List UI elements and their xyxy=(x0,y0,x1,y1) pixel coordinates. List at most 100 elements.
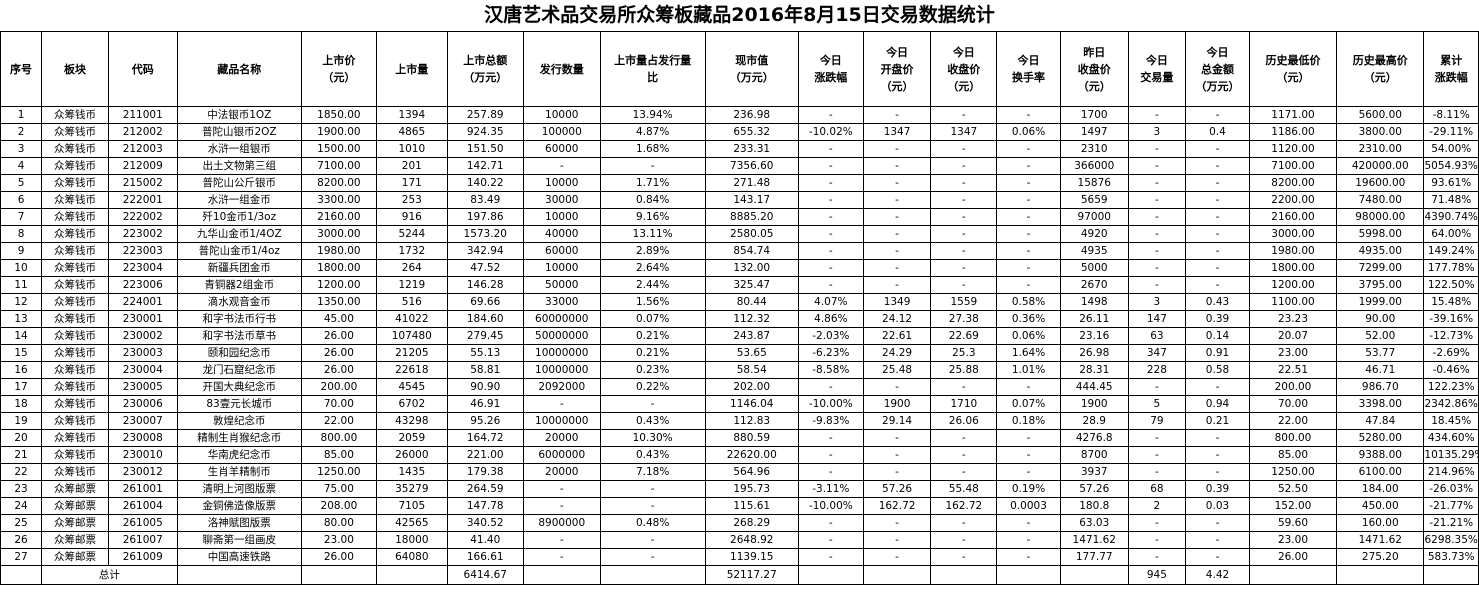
table-cell: - xyxy=(930,531,998,549)
table-cell: 26.00 xyxy=(300,548,377,566)
table-cell: 261007 xyxy=(107,531,178,549)
table-cell: - xyxy=(1127,140,1187,158)
table-cell: 22.69 xyxy=(930,327,998,345)
column-header: 今日 涨跌幅 xyxy=(797,31,864,107)
table-cell: -8.11% xyxy=(1423,106,1479,124)
table-cell: - xyxy=(930,463,998,481)
table-cell: 4865 xyxy=(375,123,448,141)
table-cell: - xyxy=(930,548,998,566)
table-cell: 龙门石窟纪念币 xyxy=(176,361,302,379)
table-cell: 83.49 xyxy=(446,191,524,209)
table-cell: 18000 xyxy=(375,531,448,549)
table-cell: - xyxy=(996,208,1061,226)
table-cell: 众筹钱币 xyxy=(41,242,109,260)
table-cell: 1900.00 xyxy=(300,123,377,141)
table-cell: - xyxy=(1185,276,1250,294)
table-cell: 2.89% xyxy=(599,242,706,260)
table-cell: 224001 xyxy=(107,293,178,311)
table-cell: 264 xyxy=(375,259,448,277)
table-cell: 4545 xyxy=(375,378,448,396)
table-cell: - xyxy=(930,242,998,260)
table-cell: 2342.86% xyxy=(1423,395,1479,413)
table-cell: 众筹钱币 xyxy=(41,174,109,192)
table-cell: 164.72 xyxy=(446,429,524,447)
table-cell: 21205 xyxy=(375,344,448,362)
table-cell: -3.11% xyxy=(797,480,864,498)
table-cell: 3937 xyxy=(1059,463,1129,481)
table-cell: 47.84 xyxy=(1336,412,1425,430)
column-header-line: 涨跌幅 xyxy=(814,71,848,84)
column-header-line: 交易量 xyxy=(1140,71,1174,84)
table-cell: - xyxy=(797,548,864,566)
table-cell: 93.61% xyxy=(1423,174,1479,192)
table-cell: 18 xyxy=(0,395,43,413)
table-cell: - xyxy=(1127,276,1187,294)
table-cell: 200.00 xyxy=(1248,378,1338,396)
column-header-line: （万元） xyxy=(1195,79,1240,93)
table-row: 12 众筹钱币 224001 滴水观音金币 1350.00 516 69.66 33000 1.… xyxy=(0,293,1479,311)
table-cell: - xyxy=(1127,208,1187,226)
table-cell: 1980.00 xyxy=(300,242,377,260)
table-cell: 7100.00 xyxy=(1248,157,1338,175)
table-cell: 223004 xyxy=(107,259,178,277)
table-cell: 13 xyxy=(0,310,43,328)
table-cell: - xyxy=(1185,208,1250,226)
table-cell: 1394 xyxy=(375,106,448,124)
table-cell: 0.18% xyxy=(996,412,1061,430)
table-cell: 90.00 xyxy=(1336,310,1425,328)
table-cell: 众筹钱币 xyxy=(41,429,109,447)
table-cell: 3800.00 xyxy=(1336,123,1425,141)
table-cell: 5998.00 xyxy=(1336,225,1425,243)
table-cell: 211001 xyxy=(107,106,178,124)
table-row: 4 众筹钱币 212009 出土文物第三组 7100.00 201 142.71- -7356… xyxy=(0,157,1479,175)
table-cell: 10000 xyxy=(522,208,601,226)
table-cell: - xyxy=(862,276,932,294)
table-row: 16 众筹钱币 230004 龙门石窟纪念币 26.00 22618 58.81 100000… xyxy=(0,361,1479,379)
table-cell: - xyxy=(1127,191,1187,209)
table-cell: -6.23% xyxy=(797,344,864,362)
table-cell: - xyxy=(996,514,1061,532)
table-cell: 1010 xyxy=(375,140,448,158)
table-cell: 和字书法币草书 xyxy=(176,327,302,345)
table-row: 1 众筹钱币 211001 中法银币1OZ 1850.00 1394 257.89 10000… xyxy=(0,106,1479,124)
table-cell: 20.07 xyxy=(1248,327,1338,345)
table-cell: 4 xyxy=(0,157,43,175)
table-cell: 4390.74% xyxy=(1423,208,1479,226)
table-cell: - xyxy=(599,395,706,413)
table-cell: 15.48% xyxy=(1423,293,1479,311)
table-cell: 普陀山银币2OZ xyxy=(176,123,302,141)
table-cell: 4.07% xyxy=(797,293,864,311)
table-row: 7 众筹钱币 222002 歼10金币1/3oz 2160.00 916 197.86 100… xyxy=(0,208,1479,226)
total-cell-empty xyxy=(176,565,302,585)
table-cell: 1146.04 xyxy=(704,395,799,413)
table-cell: 162.72 xyxy=(862,497,932,515)
table-cell: 100000 xyxy=(522,123,601,141)
table-cell: 1800.00 xyxy=(300,259,377,277)
table-cell: 1200.00 xyxy=(1248,276,1338,294)
total-amount: 4.42 xyxy=(1185,565,1250,585)
table-cell: 众筹钱币 xyxy=(41,106,109,124)
table-cell: 212009 xyxy=(107,157,178,175)
table-cell: 6 xyxy=(0,191,43,209)
table-cell: 347 xyxy=(1127,344,1187,362)
table-cell: 7.18% xyxy=(599,463,706,481)
column-header: 历史最低价 （元） xyxy=(1248,31,1338,107)
total-cell-empty xyxy=(996,565,1061,585)
table-cell: 233.31 xyxy=(704,140,799,158)
table-cell: 10000000 xyxy=(522,361,601,379)
table-cell: - xyxy=(930,429,998,447)
table-cell: 1980.00 xyxy=(1248,242,1338,260)
table-cell: - xyxy=(1185,174,1250,192)
table-cell: 2580.05 xyxy=(704,225,799,243)
column-header-line: （元） xyxy=(947,79,981,93)
table-cell: 420000.00 xyxy=(1336,157,1425,175)
column-header: 昨日 收盘价 （元） xyxy=(1059,31,1129,107)
table-cell: 众筹钱币 xyxy=(41,378,109,396)
table-cell: 115.61 xyxy=(704,497,799,515)
table-cell: 28.9 xyxy=(1059,412,1129,430)
table-row: 22 众筹钱币 230012 生肖羊精制币 1250.00 1435 179.38 20000… xyxy=(0,463,1479,481)
table-cell: - xyxy=(797,463,864,481)
table-cell: - xyxy=(1127,514,1187,532)
table-cell: 880.59 xyxy=(704,429,799,447)
table-cell: 26.00 xyxy=(300,361,377,379)
